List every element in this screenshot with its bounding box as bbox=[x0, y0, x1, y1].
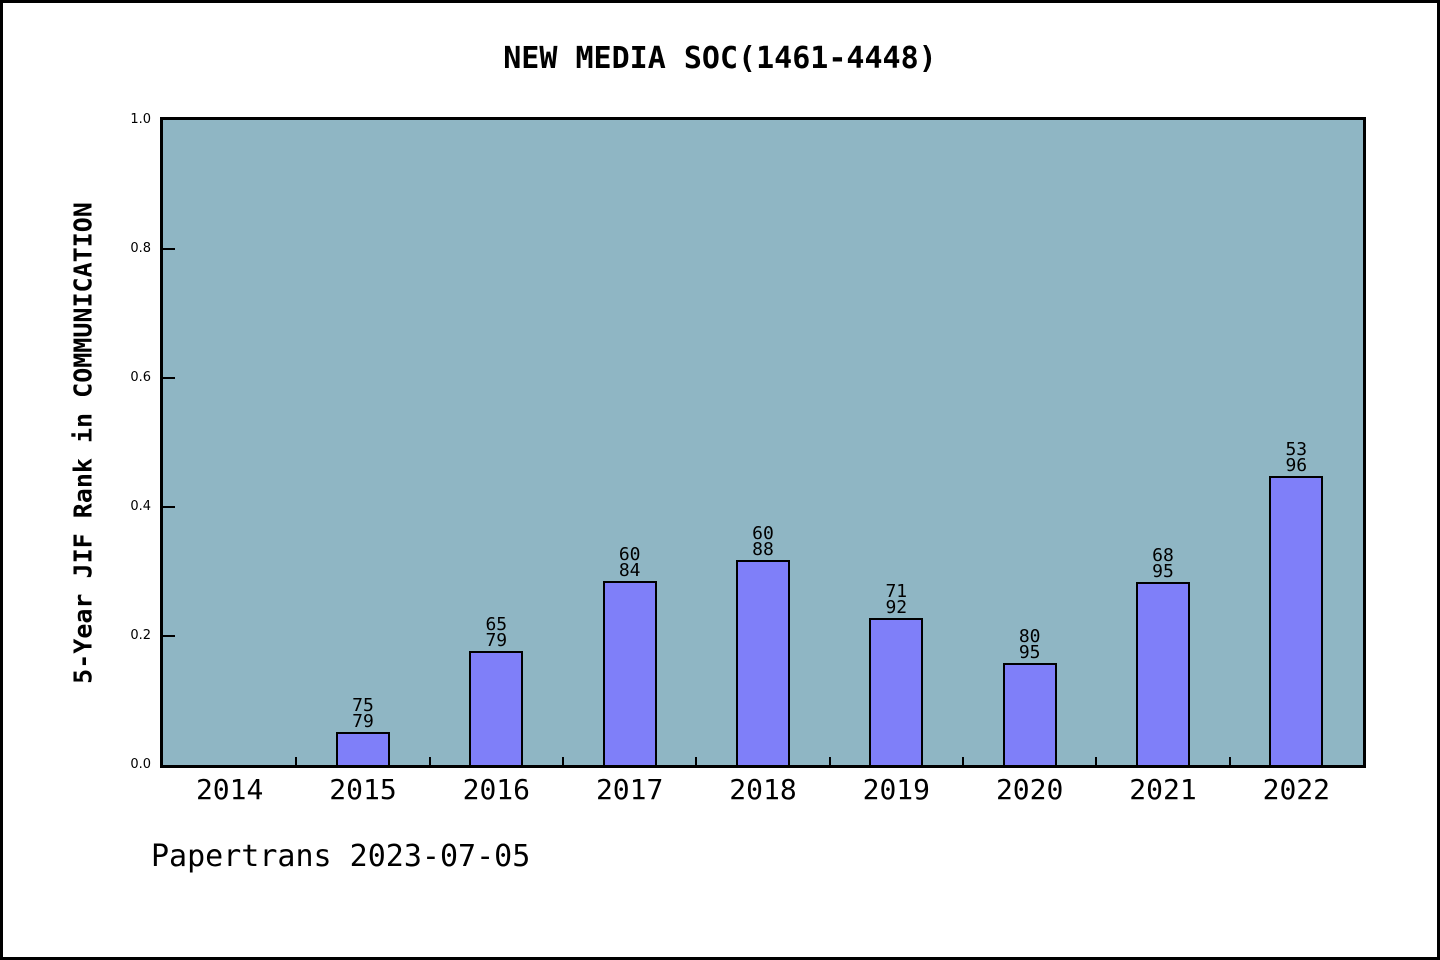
bar-2017 bbox=[602, 580, 657, 765]
bar-2022 bbox=[1269, 476, 1324, 765]
x-tick-mark bbox=[695, 757, 698, 765]
x-tick-mark bbox=[295, 757, 298, 765]
x-tick-mark bbox=[962, 757, 964, 765]
x-tick-label-2015: 2015 bbox=[329, 773, 397, 806]
bar-label-2016: 65 79 bbox=[485, 613, 508, 651]
y-tick-label: 0.4 bbox=[130, 499, 151, 514]
y-tick-mark bbox=[163, 248, 175, 250]
bar-label-2022: 53 96 bbox=[1285, 439, 1308, 477]
x-tick-label-2020: 2020 bbox=[995, 773, 1064, 806]
y-tick-label: 0.6 bbox=[130, 370, 151, 385]
x-tick-label-2014: 2014 bbox=[195, 773, 264, 806]
bar-2018 bbox=[736, 559, 790, 765]
bar-label-2019: 71 92 bbox=[885, 580, 908, 618]
y-tick-label: 0.0 bbox=[130, 757, 151, 772]
bar-label-2020: 80 95 bbox=[1018, 626, 1041, 664]
x-tick-mark bbox=[428, 757, 431, 765]
x-tick-label-2021: 2021 bbox=[1129, 773, 1197, 806]
bar-2020 bbox=[1002, 663, 1057, 765]
x-tick-mark bbox=[1095, 757, 1098, 765]
y-axis-label: 5-Year JIF Rank in COMMUNICATION bbox=[68, 202, 98, 684]
y-tick-label: 0.2 bbox=[130, 628, 151, 643]
x-tick-label-2019: 2019 bbox=[862, 773, 931, 806]
x-tick-label-2022: 2022 bbox=[1262, 773, 1331, 806]
y-tick-label: 1.0 bbox=[130, 112, 151, 127]
bar-label-2018: 60 88 bbox=[752, 522, 774, 560]
bar-label-2015: 75 79 bbox=[352, 695, 374, 733]
x-tick-label-2017: 2017 bbox=[595, 773, 664, 806]
bar-2015 bbox=[336, 732, 390, 765]
y-tick-mark bbox=[163, 635, 175, 637]
x-tick-label-2016: 2016 bbox=[462, 773, 531, 806]
bar-label-2021: 68 95 bbox=[1152, 544, 1174, 582]
x-tick-label-2018: 2018 bbox=[729, 773, 797, 806]
x-tick-mark bbox=[1228, 757, 1231, 765]
chart-title: NEW MEDIA SOC(1461-4448) bbox=[503, 41, 937, 76]
y-tick-mark bbox=[163, 377, 175, 379]
x-tick-mark bbox=[562, 757, 564, 765]
footer-watermark: Papertrans 2023-07-05 bbox=[151, 839, 531, 874]
y-tick-label: 0.8 bbox=[130, 241, 151, 256]
y-tick-mark bbox=[163, 506, 175, 508]
x-tick-mark bbox=[828, 757, 831, 765]
bar-2019 bbox=[869, 617, 924, 765]
bar-2016 bbox=[469, 650, 524, 765]
bar-label-2017: 60 84 bbox=[618, 543, 641, 581]
bar-2021 bbox=[1136, 581, 1190, 765]
plot-area: 75 79 65 79 60 84 60 88 71 92 80 95 68 95 53 96 bbox=[160, 117, 1366, 768]
